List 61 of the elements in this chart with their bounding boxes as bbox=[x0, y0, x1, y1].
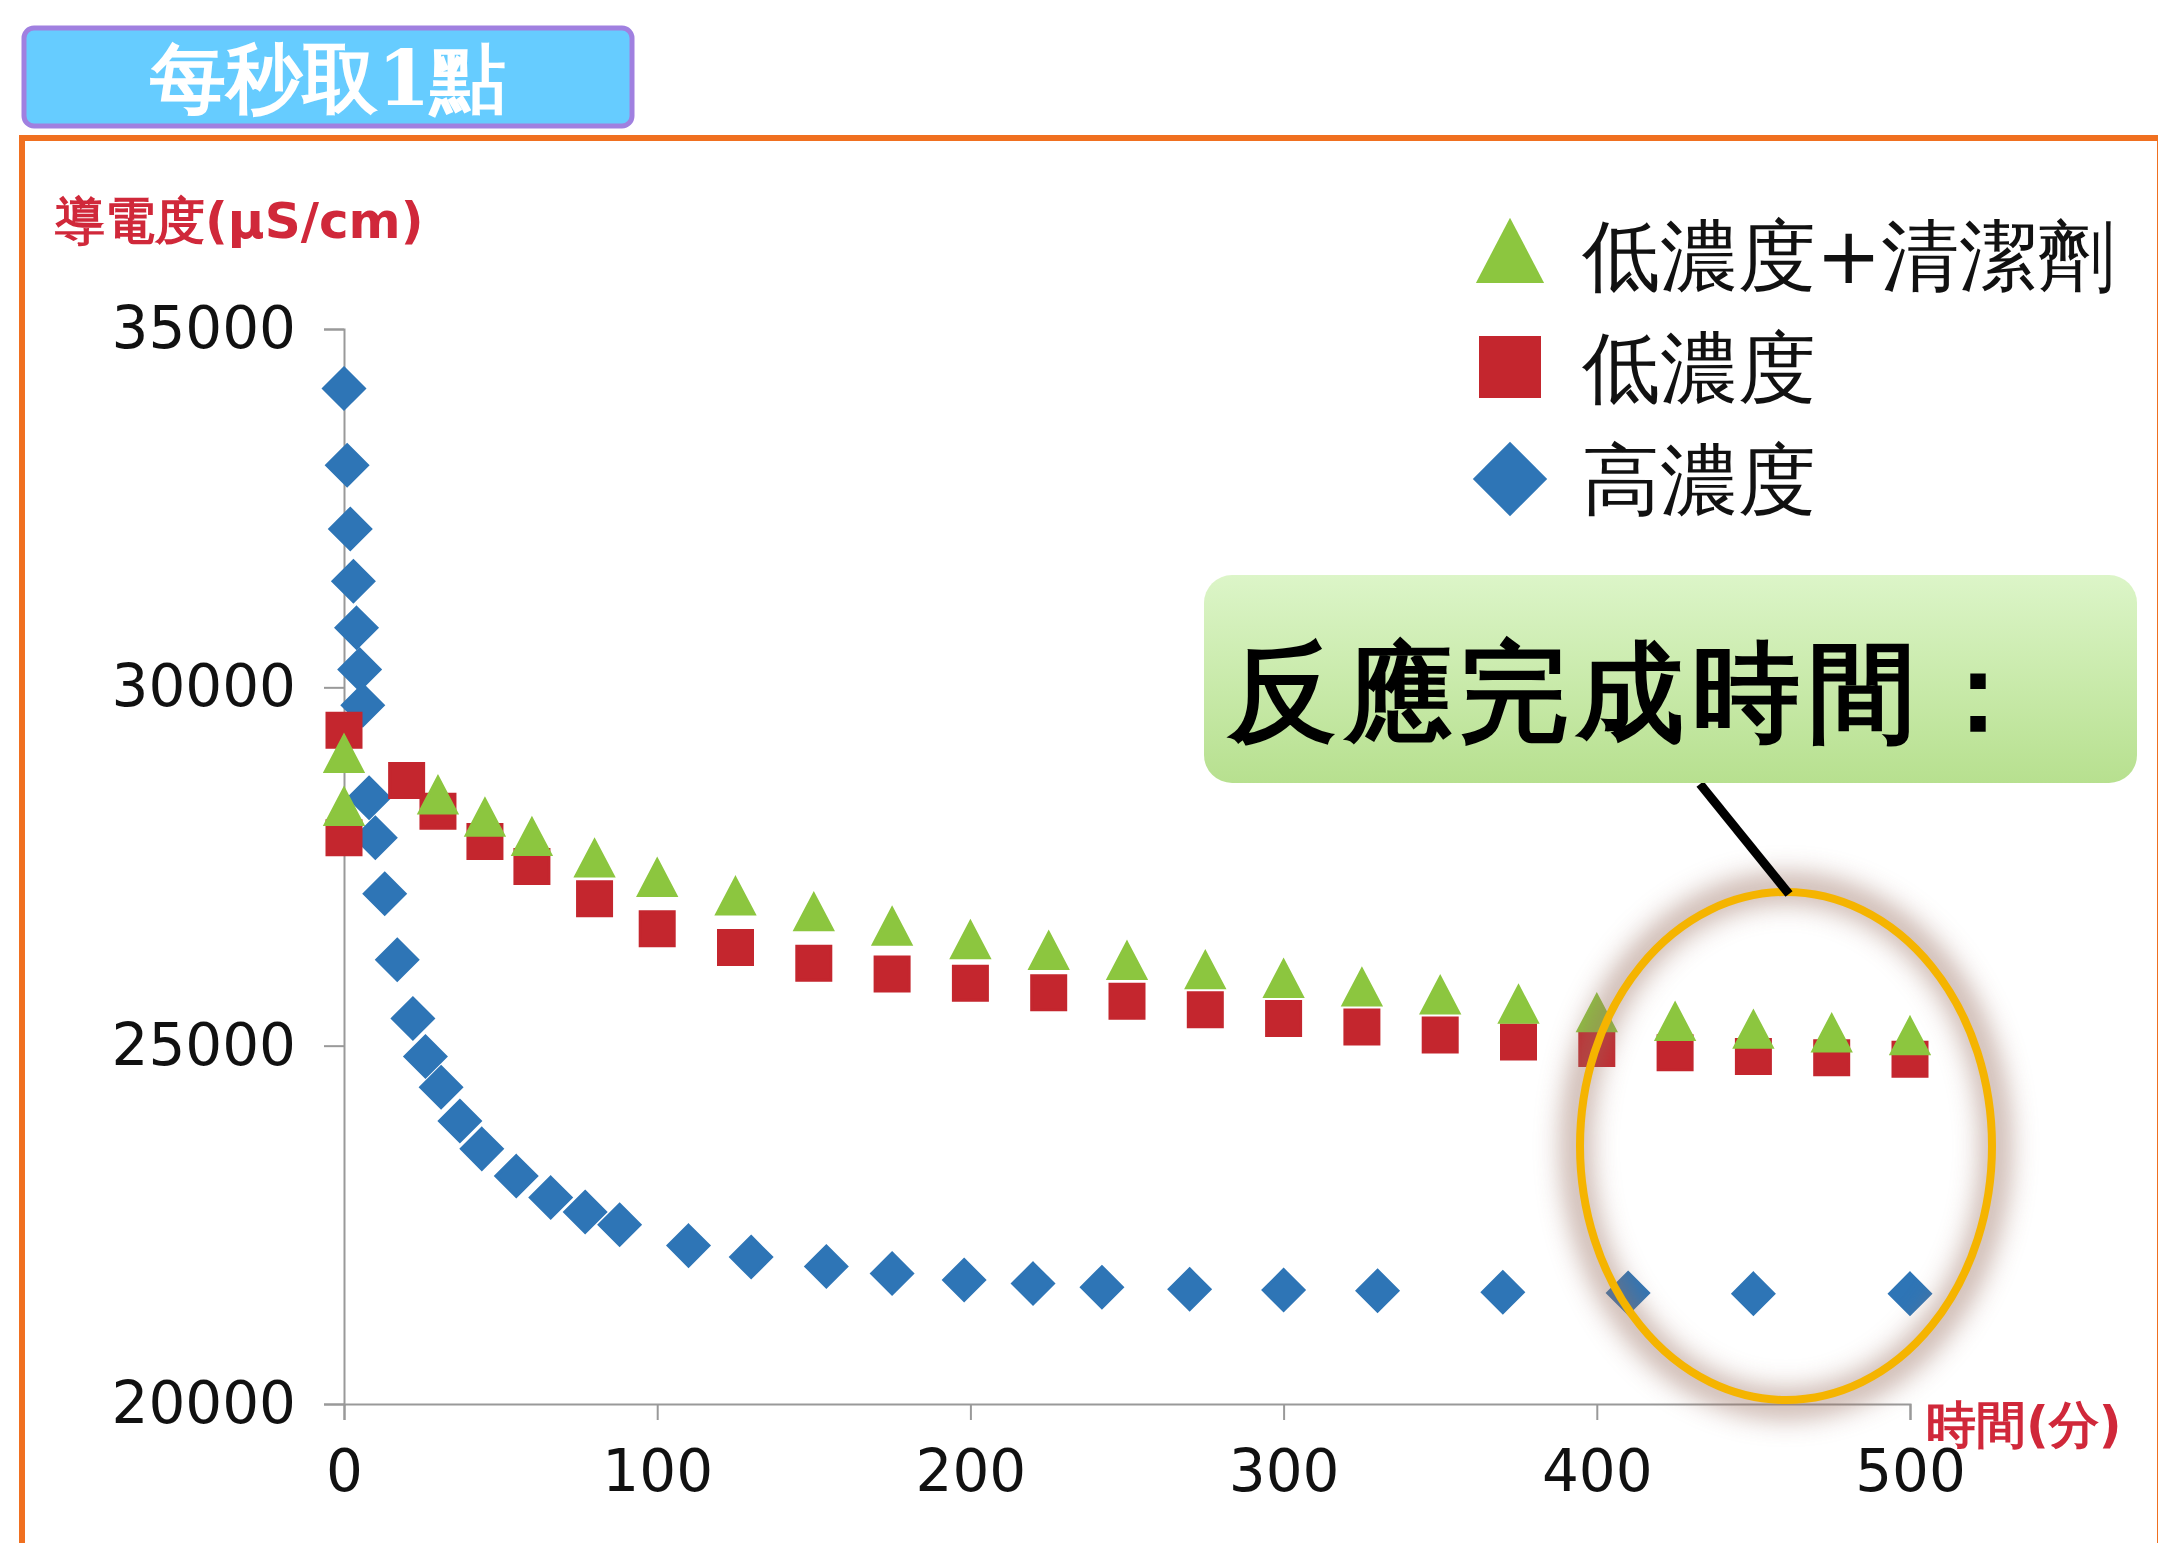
point bbox=[391, 996, 435, 1041]
annotation: 反應完成時間： bbox=[1226, 629, 2040, 755]
y-tick-label: 30000 bbox=[111, 652, 296, 721]
chart-title: 每秒取1點 bbox=[148, 34, 507, 123]
point bbox=[795, 944, 833, 982]
point bbox=[419, 1065, 463, 1110]
point bbox=[1500, 1023, 1537, 1061]
point bbox=[563, 1190, 608, 1234]
point bbox=[729, 1235, 774, 1279]
point bbox=[331, 559, 376, 604]
point bbox=[528, 1175, 573, 1220]
point bbox=[325, 711, 363, 749]
point bbox=[1343, 1008, 1381, 1046]
point bbox=[576, 880, 614, 918]
point bbox=[347, 775, 391, 820]
point bbox=[1265, 999, 1303, 1037]
x-tick-label: 200 bbox=[915, 1437, 1027, 1506]
legend-label: 高濃度 bbox=[1582, 435, 1816, 525]
point bbox=[1011, 1261, 1055, 1306]
y-axis-title: 導電度(μS/cm) bbox=[54, 192, 424, 250]
legend-label: 低濃度+清潔劑 bbox=[1582, 211, 2116, 301]
point bbox=[334, 605, 379, 650]
point bbox=[388, 762, 426, 799]
point bbox=[666, 1223, 711, 1268]
point bbox=[1186, 991, 1224, 1029]
y-tick-label: 20000 bbox=[111, 1369, 296, 1438]
point bbox=[597, 1202, 642, 1247]
point bbox=[375, 937, 420, 982]
y-tick-label: 35000 bbox=[111, 294, 296, 363]
x-tick-label: 400 bbox=[1541, 1437, 1653, 1506]
point bbox=[494, 1154, 539, 1198]
point bbox=[1108, 982, 1146, 1020]
point bbox=[1030, 974, 1068, 1012]
point bbox=[325, 443, 370, 488]
point bbox=[337, 647, 382, 692]
point bbox=[638, 910, 676, 948]
point bbox=[1480, 1270, 1525, 1315]
point bbox=[717, 928, 754, 966]
point bbox=[1421, 1016, 1459, 1054]
point bbox=[362, 871, 407, 916]
point bbox=[1261, 1268, 1306, 1312]
point bbox=[322, 366, 366, 411]
point bbox=[437, 1099, 482, 1143]
x-tick-label: 100 bbox=[602, 1437, 714, 1506]
y-tick-label: 25000 bbox=[111, 1010, 296, 1079]
point bbox=[951, 964, 989, 1002]
point bbox=[804, 1244, 849, 1289]
point bbox=[1080, 1265, 1124, 1310]
legend-label: 低濃度 bbox=[1582, 323, 1816, 413]
point bbox=[873, 955, 911, 993]
x-tick-label: 300 bbox=[1228, 1437, 1340, 1506]
point bbox=[1355, 1268, 1400, 1313]
point bbox=[403, 1034, 448, 1079]
point bbox=[1888, 1271, 1932, 1316]
x-tick-label: 0 bbox=[326, 1437, 363, 1506]
point bbox=[1731, 1271, 1776, 1316]
point bbox=[942, 1258, 987, 1302]
point bbox=[1167, 1267, 1212, 1312]
point bbox=[459, 1126, 504, 1171]
point bbox=[328, 507, 373, 551]
point bbox=[870, 1251, 914, 1296]
